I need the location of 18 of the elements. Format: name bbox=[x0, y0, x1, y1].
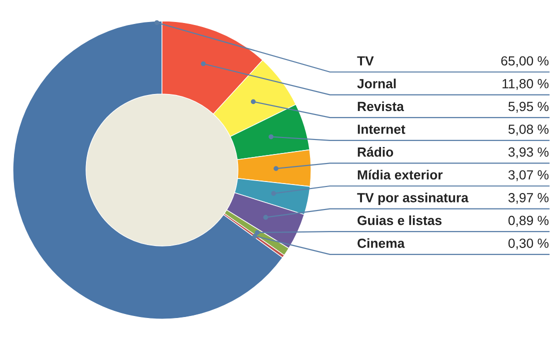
data-label: 5,08 % bbox=[508, 124, 549, 136]
data-label: 5,95 % bbox=[508, 102, 549, 113]
slice-label: Mídia exterior bbox=[358, 170, 443, 180]
data-label: 65,00 % bbox=[501, 56, 549, 68]
slice-label: TV bbox=[357, 56, 374, 66]
slice-label: Jornal bbox=[357, 78, 396, 88]
slice-label: Revista bbox=[358, 101, 404, 112]
data-label: 3,07 % bbox=[508, 170, 549, 182]
data-label: 11,80 % bbox=[502, 79, 549, 90]
slice-label: Rádio bbox=[358, 146, 394, 157]
data-label: 0,89 % bbox=[508, 216, 549, 227]
data-label: 0,30 % bbox=[508, 238, 549, 250]
data-label: 3,93 % bbox=[508, 147, 549, 158]
data-label: 3,97 % bbox=[508, 193, 549, 204]
slice-label: TV por assinatura bbox=[357, 192, 469, 205]
slice-label: Internet bbox=[358, 124, 406, 134]
slice-label: Guias e listas bbox=[358, 215, 442, 226]
slice-label: Cinema bbox=[358, 238, 405, 248]
